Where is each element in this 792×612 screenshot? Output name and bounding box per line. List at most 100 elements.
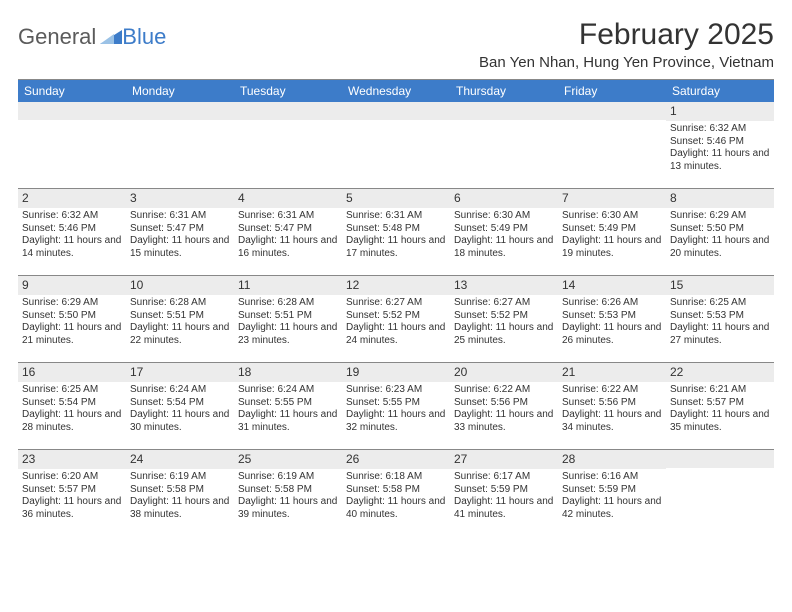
day-details: Sunrise: 6:21 AMSunset: 5:57 PMDaylight:… — [670, 384, 770, 434]
day-number: 18 — [234, 363, 342, 382]
day-number: 4 — [234, 189, 342, 208]
day-cell: 25 Sunrise: 6:19 AMSunset: 5:58 PMDayligh… — [234, 450, 342, 536]
day-cell: 1 Sunrise: 6:32 AMSunset: 5:46 PMDaylight… — [666, 102, 774, 188]
day-number: 27 — [450, 450, 558, 469]
day-details: Sunrise: 6:31 AMSunset: 5:47 PMDaylight:… — [130, 210, 230, 260]
day-details: Sunrise: 6:19 AMSunset: 5:58 PMDaylight:… — [238, 471, 338, 521]
day-details: Sunrise: 6:24 AMSunset: 5:55 PMDaylight:… — [238, 384, 338, 434]
day-cell: 18 Sunrise: 6:24 AMSunset: 5:55 PMDayligh… — [234, 363, 342, 449]
day-details: Sunrise: 6:20 AMSunset: 5:57 PMDaylight:… — [22, 471, 122, 521]
weekday-header: Sunday — [18, 80, 126, 102]
day-number — [450, 102, 558, 120]
day-details: Sunrise: 6:30 AMSunset: 5:49 PMDaylight:… — [562, 210, 662, 260]
day-details: Sunrise: 6:18 AMSunset: 5:58 PMDaylight:… — [346, 471, 446, 521]
day-cell — [18, 102, 126, 188]
day-number — [18, 102, 126, 120]
day-number — [558, 102, 666, 120]
week-row: 16Sunrise: 6:25 AMSunset: 5:54 PMDayligh… — [18, 363, 774, 449]
day-cell: 19 Sunrise: 6:23 AMSunset: 5:55 PMDayligh… — [342, 363, 450, 449]
day-details: Sunrise: 6:19 AMSunset: 5:58 PMDaylight:… — [130, 471, 230, 521]
day-cell: 16Sunrise: 6:25 AMSunset: 5:54 PMDayligh… — [18, 363, 126, 449]
weekday-header: Friday — [558, 80, 666, 102]
day-number: 13 — [450, 276, 558, 295]
day-number: 20 — [450, 363, 558, 382]
logo-text-blue: Blue — [122, 24, 166, 50]
day-cell: 20Sunrise: 6:22 AMSunset: 5:56 PMDayligh… — [450, 363, 558, 449]
day-cell — [234, 102, 342, 188]
day-details: Sunrise: 6:32 AMSunset: 5:46 PMDaylight:… — [670, 123, 770, 173]
day-number — [126, 102, 234, 120]
day-number: 17 — [126, 363, 234, 382]
day-cell — [558, 102, 666, 188]
day-number: 9 — [18, 276, 126, 295]
day-cell: 10Sunrise: 6:28 AMSunset: 5:51 PMDayligh… — [126, 276, 234, 362]
day-cell: 3 Sunrise: 6:31 AMSunset: 5:47 PMDaylight… — [126, 189, 234, 275]
weekday-header: Thursday — [450, 80, 558, 102]
day-number: 5 — [342, 189, 450, 208]
day-cell: 24 Sunrise: 6:19 AMSunset: 5:58 PMDayligh… — [126, 450, 234, 536]
day-number — [234, 102, 342, 120]
day-cell: 23 Sunrise: 6:20 AMSunset: 5:57 PMDayligh… — [18, 450, 126, 536]
header: General Blue February 2025 Ban Yen Nhan,… — [18, 18, 774, 71]
day-cell: 8 Sunrise: 6:29 AMSunset: 5:50 PMDaylight… — [666, 189, 774, 275]
day-number: 16 — [18, 363, 126, 382]
day-cell: 6Sunrise: 6:30 AMSunset: 5:49 PMDaylight… — [450, 189, 558, 275]
weekday-header: Saturday — [666, 80, 774, 102]
day-number: 12 — [342, 276, 450, 295]
day-cell: 11 Sunrise: 6:28 AMSunset: 5:51 PMDayligh… — [234, 276, 342, 362]
day-cell — [450, 102, 558, 188]
day-number: 8 — [666, 189, 774, 208]
day-details: Sunrise: 6:30 AMSunset: 5:49 PMDaylight:… — [454, 210, 554, 260]
weekday-header: Tuesday — [234, 80, 342, 102]
day-number: 23 — [18, 450, 126, 469]
week-row: 9 Sunrise: 6:29 AMSunset: 5:50 PMDaylight… — [18, 276, 774, 362]
day-number: 21 — [558, 363, 666, 382]
weekday-header: Wednesday — [342, 80, 450, 102]
day-details: Sunrise: 6:29 AMSunset: 5:50 PMDaylight:… — [670, 210, 770, 260]
day-cell: 4Sunrise: 6:31 AMSunset: 5:47 PMDaylight… — [234, 189, 342, 275]
day-number: 7 — [558, 189, 666, 208]
logo-text-general: General — [18, 24, 96, 50]
day-number: 11 — [234, 276, 342, 295]
day-cell: 27 Sunrise: 6:17 AMSunset: 5:59 PMDayligh… — [450, 450, 558, 536]
calendar-table: SundayMondayTuesdayWednesdayThursdayFrid… — [18, 80, 774, 536]
day-cell: 12Sunrise: 6:27 AMSunset: 5:52 PMDayligh… — [342, 276, 450, 362]
day-details: Sunrise: 6:32 AMSunset: 5:46 PMDaylight:… — [22, 210, 122, 260]
day-number: 3 — [126, 189, 234, 208]
day-number: 1 — [666, 102, 774, 121]
day-details: Sunrise: 6:31 AMSunset: 5:48 PMDaylight:… — [346, 210, 446, 260]
day-cell: 13Sunrise: 6:27 AMSunset: 5:52 PMDayligh… — [450, 276, 558, 362]
day-cell: 22 Sunrise: 6:21 AMSunset: 5:57 PMDayligh… — [666, 363, 774, 449]
logo: General Blue — [18, 24, 166, 50]
location-text: Ban Yen Nhan, Hung Yen Province, Vietnam — [479, 54, 774, 71]
day-number — [342, 102, 450, 120]
day-cell: 17 Sunrise: 6:24 AMSunset: 5:54 PMDayligh… — [126, 363, 234, 449]
day-number: 10 — [126, 276, 234, 295]
day-number: 25 — [234, 450, 342, 469]
day-cell: 9 Sunrise: 6:29 AMSunset: 5:50 PMDaylight… — [18, 276, 126, 362]
day-details: Sunrise: 6:23 AMSunset: 5:55 PMDaylight:… — [346, 384, 446, 434]
day-number: 24 — [126, 450, 234, 469]
day-cell: 5 Sunrise: 6:31 AMSunset: 5:48 PMDaylight… — [342, 189, 450, 275]
day-details: Sunrise: 6:28 AMSunset: 5:51 PMDaylight:… — [238, 297, 338, 347]
day-details: Sunrise: 6:17 AMSunset: 5:59 PMDaylight:… — [454, 471, 554, 521]
logo-triangle-icon — [100, 28, 122, 46]
day-number: 14 — [558, 276, 666, 295]
day-number: 2 — [18, 189, 126, 208]
day-cell: 26Sunrise: 6:18 AMSunset: 5:58 PMDayligh… — [342, 450, 450, 536]
day-details: Sunrise: 6:24 AMSunset: 5:54 PMDaylight:… — [130, 384, 230, 434]
week-row: 1 Sunrise: 6:32 AMSunset: 5:46 PMDaylight… — [18, 102, 774, 188]
day-details: Sunrise: 6:22 AMSunset: 5:56 PMDaylight:… — [562, 384, 662, 434]
weekday-header: Monday — [126, 80, 234, 102]
day-number: 22 — [666, 363, 774, 382]
page-title: February 2025 — [479, 18, 774, 52]
week-row: 23 Sunrise: 6:20 AMSunset: 5:57 PMDayligh… — [18, 450, 774, 536]
day-details: Sunrise: 6:16 AMSunset: 5:59 PMDaylight:… — [562, 471, 662, 521]
day-cell: 14Sunrise: 6:26 AMSunset: 5:53 PMDayligh… — [558, 276, 666, 362]
title-block: February 2025 Ban Yen Nhan, Hung Yen Pro… — [479, 18, 774, 71]
weekday-header-row: SundayMondayTuesdayWednesdayThursdayFrid… — [18, 80, 774, 102]
day-number: 19 — [342, 363, 450, 382]
day-number — [666, 450, 774, 468]
day-cell: 7 Sunrise: 6:30 AMSunset: 5:49 PMDaylight… — [558, 189, 666, 275]
day-details: Sunrise: 6:29 AMSunset: 5:50 PMDaylight:… — [22, 297, 122, 347]
